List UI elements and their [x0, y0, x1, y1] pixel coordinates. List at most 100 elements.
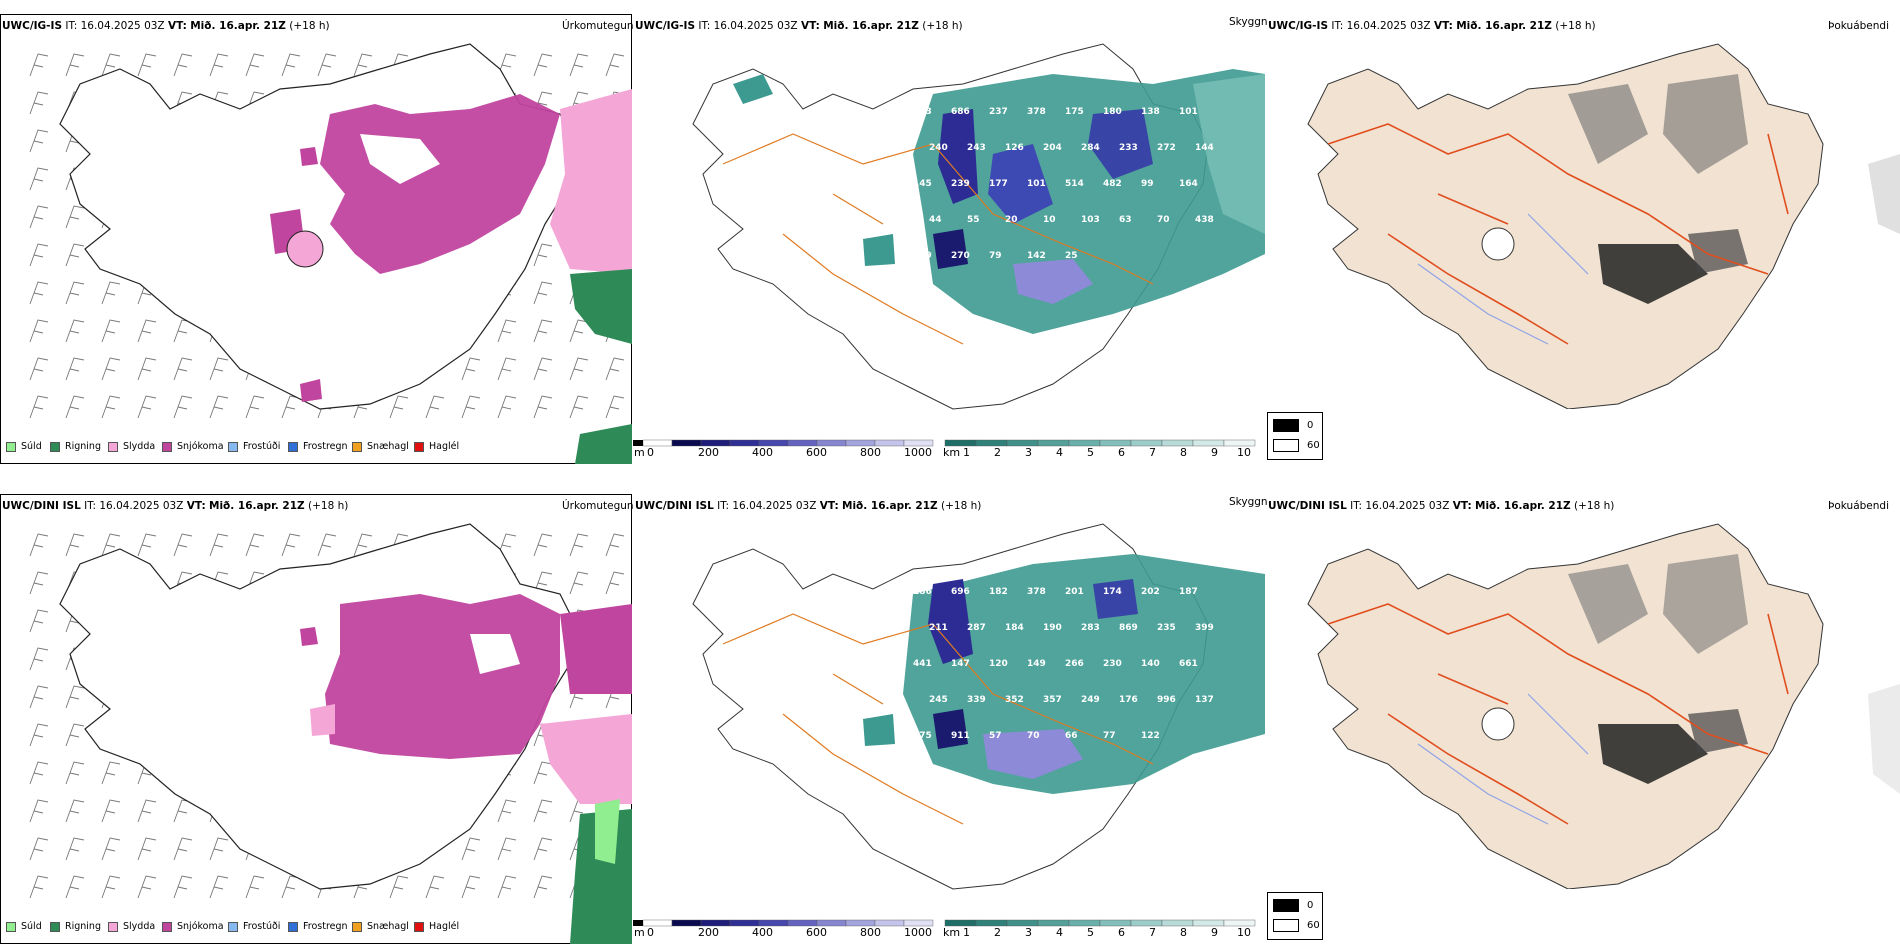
wind-barb [65, 243, 85, 267]
wind-barb [605, 357, 625, 381]
wind-barb [29, 761, 49, 785]
precip-legend: Súld Rigning Slydda Snjókoma Frostúði Fr… [0, 912, 632, 942]
vis-tick: 4 [1056, 926, 1063, 939]
wind-barb [317, 53, 337, 77]
ceiling-value-label: 25 [1065, 251, 1078, 261]
wind-barb [137, 799, 157, 823]
wind-barb [65, 53, 85, 77]
ceiling-value-label: 911 [951, 731, 970, 741]
ceiling-value-label: 44 [929, 215, 942, 225]
ceiling-value-label: 176 [1119, 695, 1138, 705]
vis-tick: 3 [1025, 926, 1032, 939]
wind-barb [29, 53, 49, 77]
wind-barb [533, 533, 553, 557]
legend-swatch [162, 921, 172, 932]
ceiling-value-label: 70 [1157, 215, 1170, 225]
wind-barb [533, 319, 553, 343]
legend-swatch [352, 441, 362, 452]
map-fog [1307, 523, 1900, 889]
legend-swatch [108, 921, 118, 932]
precip-legend: Súld Rigning Slydda Snjókoma Frostúði Fr… [0, 432, 632, 462]
ceiling-value-label: 145 [913, 179, 932, 189]
legend-swatch [50, 921, 60, 932]
wind-barb [533, 571, 553, 595]
ceiling-value-label: 184 [1005, 623, 1024, 633]
panel-header: UWC/IG-IS IT: 16.04.2025 03Z VT: Mið. 16… [2, 20, 330, 32]
wind-barb [101, 761, 121, 785]
ceiling-value-label: 240 [929, 143, 948, 153]
wind-barb [497, 395, 517, 419]
wind-barb [569, 53, 589, 77]
ceiling-value-label: 237 [989, 107, 1008, 117]
ceiling-tick: 400 [752, 926, 773, 939]
wind-barb [317, 533, 337, 557]
legend-swatch [228, 441, 238, 452]
ceiling-tick: 1000 [904, 926, 932, 939]
wind-barb [533, 357, 553, 381]
wind-barb [569, 319, 589, 343]
wind-barb [569, 571, 589, 595]
ceiling-colorbar [633, 919, 1256, 927]
ceiling-value-label: 55 [967, 215, 980, 225]
wind-barb [29, 319, 49, 343]
ceiling-value-label: 441 [913, 659, 932, 669]
ceiling-value-label: 399 [1195, 623, 1214, 633]
ceiling-value-label: 270 [951, 251, 970, 261]
ceiling-value-label: 378 [1027, 107, 1046, 117]
ceiling-value-label: 63 [1119, 215, 1132, 225]
panel-title: Úrkomutegund [562, 20, 641, 32]
wind-barb [533, 281, 553, 305]
wind-barb [605, 571, 625, 595]
wind-barb [389, 875, 409, 899]
wind-barb [65, 205, 85, 229]
wind-barb [101, 357, 121, 381]
ceiling-value-label: 120 [989, 659, 1008, 669]
legend-item: Frostúði [228, 441, 280, 452]
vis-tick: 6 [1118, 926, 1125, 939]
ceiling-value-label: 77 [1103, 731, 1116, 741]
fog-legend-item: 0 [1273, 899, 1313, 912]
legend-swatch [6, 921, 16, 932]
legend-item: Snjókoma [162, 441, 224, 452]
wind-barb [65, 723, 85, 747]
wind-barb [137, 875, 157, 899]
ceiling-value-label: 352 [1005, 695, 1024, 705]
legend-swatch [414, 921, 424, 932]
panel-precip-type-dini: UWC/DINI ISL IT: 16.04.2025 03Z VT: Mið.… [0, 494, 640, 944]
legend-item: Snæhagl [352, 921, 409, 932]
wind-barb [173, 319, 193, 343]
wind-barb [209, 53, 229, 77]
wind-barb [29, 357, 49, 381]
ceiling-value-label: 147 [951, 659, 970, 669]
wind-barb [101, 53, 121, 77]
legend-item: Rigning [50, 441, 101, 452]
wind-barb [533, 243, 553, 267]
panel-header: UWC/DINI ISL IT: 16.04.2025 03Z VT: Mið.… [1268, 500, 1615, 512]
panel-precip-type-ig: UWC/IG-IS IT: 16.04.2025 03Z VT: Mið. 16… [0, 14, 640, 464]
wind-barb [65, 533, 85, 557]
wind-barb [533, 799, 553, 823]
wind-barb [137, 533, 157, 557]
wind-barb [65, 357, 85, 381]
wind-barb [281, 53, 301, 77]
wind-barb [65, 685, 85, 709]
ceiling-value-label: 287 [967, 623, 986, 633]
panel-visibility-ig: UWC/IG-IS IT: 16.04.2025 03Z VT: Mið. 16… [633, 14, 1271, 464]
panel-title: Þokuábendi [1828, 20, 1889, 32]
panel-fog-ig: UWC/IG-IS IT: 16.04.2025 03Z VT: Mið. 16… [1268, 14, 1900, 409]
legend-item: Slydda [108, 441, 155, 452]
wind-barb [29, 837, 49, 861]
wind-barb [533, 761, 553, 785]
map-fog [1307, 43, 1900, 409]
ceiling-value-label: 20 [1005, 215, 1018, 225]
fog-legend: 0 60 [1267, 892, 1323, 940]
panel-title: Skyggni [1229, 16, 1271, 28]
wind-barb [281, 533, 301, 557]
ceiling-value-label: 996 [1157, 695, 1176, 705]
ceiling-value-label: 142 [1027, 251, 1046, 261]
ceiling-value-label: 575 [913, 731, 932, 741]
wind-barb [29, 685, 49, 709]
ceiling-unit: m [634, 926, 645, 939]
vis-unit: km [943, 446, 961, 459]
map-precip-type [0, 494, 632, 944]
